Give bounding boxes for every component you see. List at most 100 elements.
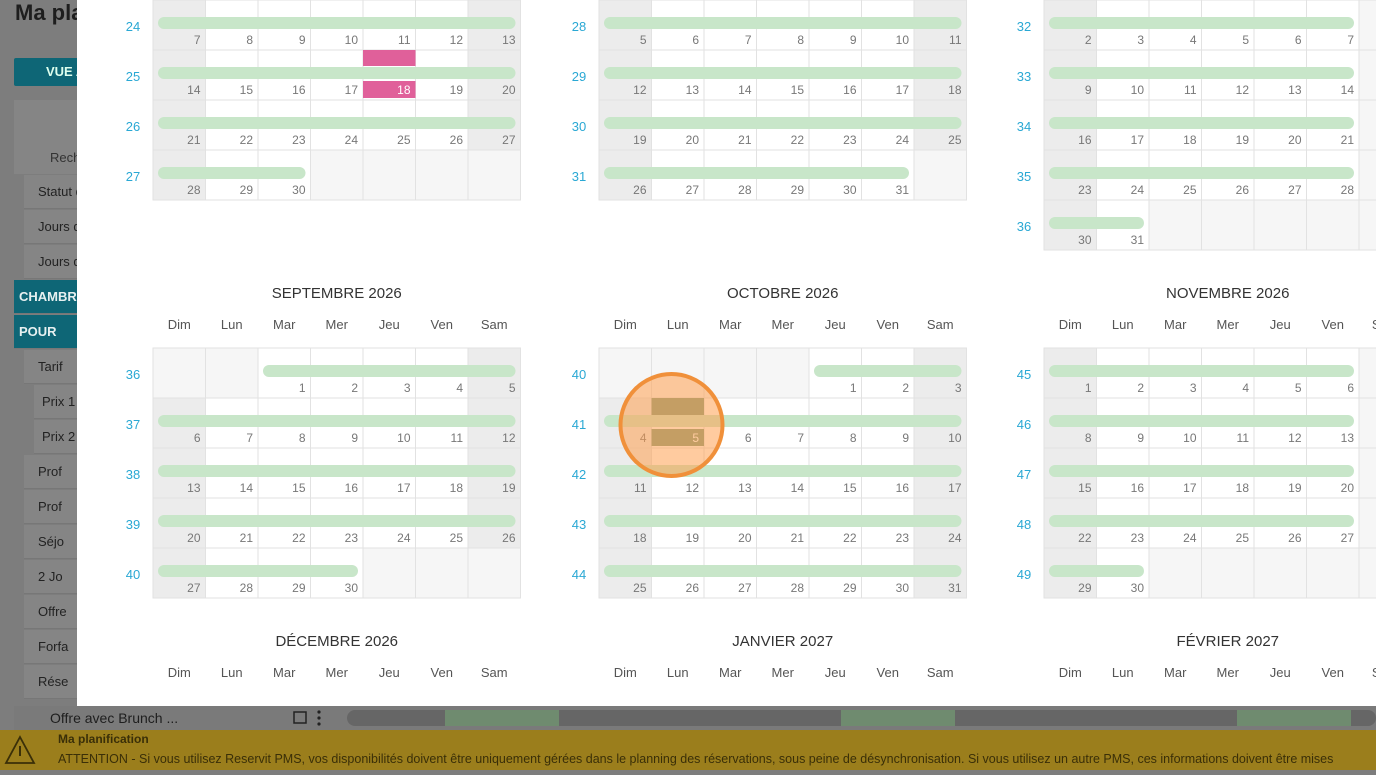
day-number: 11 — [949, 33, 962, 47]
day-number: 24 — [1183, 531, 1197, 545]
day-number: 20 — [1341, 481, 1355, 495]
weekday-header: Dim — [168, 665, 191, 680]
day-number: 13 — [1288, 83, 1302, 97]
day-number: 28 — [791, 581, 805, 595]
day-number: 14 — [738, 83, 752, 97]
weekday-header: Mar — [273, 665, 296, 680]
day-number: 17 — [1183, 481, 1197, 495]
day-number: 13 — [738, 481, 752, 495]
week-number: 45 — [1017, 367, 1031, 382]
week-number: 49 — [1017, 567, 1031, 582]
search-input[interactable]: Rech — [50, 150, 81, 165]
day-number: 29 — [292, 581, 306, 595]
menu-dot[interactable] — [317, 722, 321, 726]
day-number: 8 — [299, 431, 306, 445]
day-number: 28 — [1341, 183, 1355, 197]
day-number: 12 — [1288, 431, 1302, 445]
day-number: 19 — [633, 133, 647, 147]
day-cell — [1201, 547, 1255, 599]
warning-banner — [0, 730, 1376, 770]
day-number: 23 — [1131, 531, 1145, 545]
day-number: 28 — [187, 183, 201, 197]
day-cell — [703, 347, 757, 399]
availability-bar — [604, 515, 962, 527]
week-number: 40 — [126, 567, 140, 582]
day-number: 14 — [1341, 83, 1355, 97]
day-number: 30 — [896, 581, 910, 595]
timeline-segment — [841, 710, 955, 726]
day-number: 7 — [194, 33, 201, 47]
day-cell — [1358, 149, 1376, 201]
day-number: 29 — [843, 581, 857, 595]
day-number: 13 — [502, 33, 516, 47]
week-number: 25 — [126, 69, 140, 84]
menu-dot[interactable] — [317, 710, 321, 714]
day-number: 25 — [1183, 183, 1197, 197]
availability-bar — [1049, 565, 1144, 577]
weekday-header: Sam — [1372, 665, 1376, 680]
day-number: 16 — [1078, 133, 1092, 147]
day-number: 4 — [456, 381, 463, 395]
day-number: 7 — [745, 33, 752, 47]
banner-title: Ma planification — [58, 732, 149, 746]
day-number: 31 — [1131, 233, 1145, 247]
day-number: 9 — [1137, 431, 1144, 445]
day-number: 27 — [686, 183, 700, 197]
day-number: 13 — [1341, 431, 1355, 445]
timeline-segment — [1237, 710, 1351, 726]
weekday-header: Ven — [877, 317, 899, 332]
day-number: 31 — [896, 183, 910, 197]
availability-bar — [1049, 117, 1354, 129]
week-number: 48 — [1017, 517, 1031, 532]
day-number: 21 — [1341, 133, 1355, 147]
day-number: 16 — [1131, 481, 1145, 495]
availability-bar — [604, 167, 909, 179]
week-number: 42 — [572, 467, 586, 482]
day-cell — [1358, 0, 1376, 51]
day-number: 4 — [1190, 33, 1197, 47]
weekday-header: Lun — [1112, 665, 1134, 680]
day-number: 18 — [1183, 133, 1197, 147]
availability-bar — [158, 117, 516, 129]
calendar-icon[interactable] — [293, 711, 307, 724]
weekday-header: Mer — [1217, 317, 1240, 332]
weekday-header: Lun — [221, 317, 243, 332]
day-number: 30 — [843, 183, 857, 197]
day-number: 17 — [1131, 133, 1145, 147]
weekday-header: Lun — [667, 665, 689, 680]
day-number: 20 — [502, 83, 516, 97]
day-number: 7 — [1347, 33, 1354, 47]
day-number: 1 — [299, 381, 306, 395]
day-number: 24 — [896, 133, 910, 147]
weekday-header: Ven — [877, 665, 899, 680]
weekday-header: Mar — [1164, 317, 1187, 332]
day-number: 4 — [1242, 381, 1249, 395]
day-number: 13 — [187, 481, 201, 495]
day-number: 9 — [902, 431, 909, 445]
day-number: 15 — [843, 481, 857, 495]
weekday-header: Mer — [772, 665, 795, 680]
day-cell — [467, 547, 521, 599]
week-number: 47 — [1017, 467, 1031, 482]
footer-row — [14, 706, 1376, 730]
weekday-header: Mar — [719, 317, 742, 332]
day-number: 20 — [686, 133, 700, 147]
day-number: 6 — [692, 33, 699, 47]
day-number: 23 — [345, 531, 359, 545]
day-number: 3 — [955, 381, 962, 395]
day-number: 30 — [1078, 233, 1092, 247]
day-number: 12 — [633, 83, 647, 97]
week-number: 35 — [1017, 169, 1031, 184]
day-number: 28 — [738, 183, 752, 197]
day-cell — [1201, 199, 1255, 251]
day-number: 10 — [948, 431, 962, 445]
availability-bar — [158, 415, 516, 427]
footer-row-label: Offre avec Brunch ... — [50, 710, 179, 726]
menu-dot[interactable] — [317, 716, 321, 720]
availability-bar — [814, 365, 962, 377]
weekday-header: Ven — [431, 317, 453, 332]
day-number: 20 — [1288, 133, 1302, 147]
day-number: 25 — [633, 581, 647, 595]
day-number: 21 — [791, 531, 805, 545]
week-number: 28 — [572, 19, 586, 34]
